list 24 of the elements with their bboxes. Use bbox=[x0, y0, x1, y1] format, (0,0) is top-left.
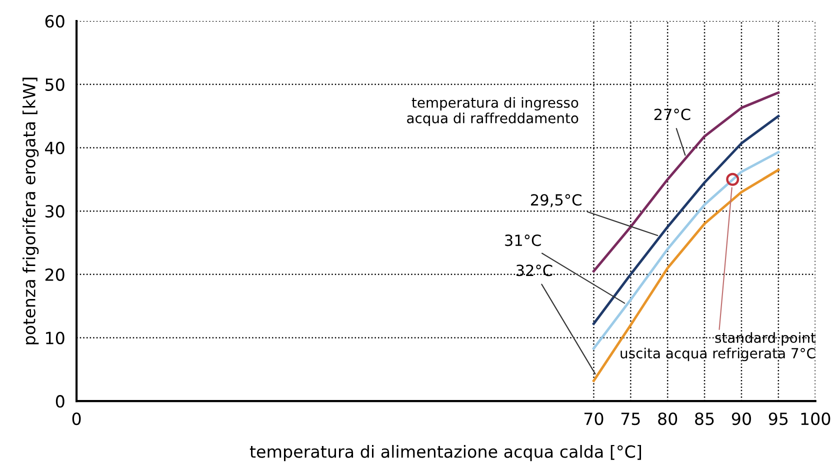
x-tick-label: 0 bbox=[72, 412, 81, 426]
series-label: 27°C bbox=[654, 108, 690, 120]
annotation: standard point uscita acqua refrigerata 7°C bbox=[620, 332, 816, 362]
text: 31°C bbox=[505, 234, 541, 246]
annotation: temperatura di ingresso acqua di raffreddamento bbox=[407, 97, 578, 126]
x-tick-label: 95 bbox=[768, 412, 788, 426]
y-tick-label: 20 bbox=[45, 268, 64, 281]
y-tick-label: 40 bbox=[45, 142, 64, 154]
text: 29,5°C bbox=[531, 194, 582, 208]
y-tick-label: 60 bbox=[45, 15, 64, 28]
y-axis-title: potenza frigorifera erogata [kW] bbox=[22, 78, 39, 344]
y-tick-label: 50 bbox=[46, 78, 64, 91]
x-tick-label: 90 bbox=[732, 412, 751, 426]
x-tick-label: 85 bbox=[695, 412, 714, 426]
y-tick-label: 0 bbox=[56, 395, 64, 408]
x-tick-label: 80 bbox=[658, 412, 678, 426]
x-tick-label: 75 bbox=[621, 412, 640, 426]
y-tick-label: 10 bbox=[46, 332, 64, 344]
y-tick-label: 30 bbox=[45, 205, 64, 218]
line-series bbox=[592, 91, 780, 272]
x-tick-label: 70 bbox=[584, 412, 604, 426]
text: 32°C bbox=[516, 264, 552, 276]
x-tick-label: 100 bbox=[801, 412, 830, 426]
x-axis-title: temperatura di alimentazione acqua calda [°C] bbox=[250, 444, 641, 462]
